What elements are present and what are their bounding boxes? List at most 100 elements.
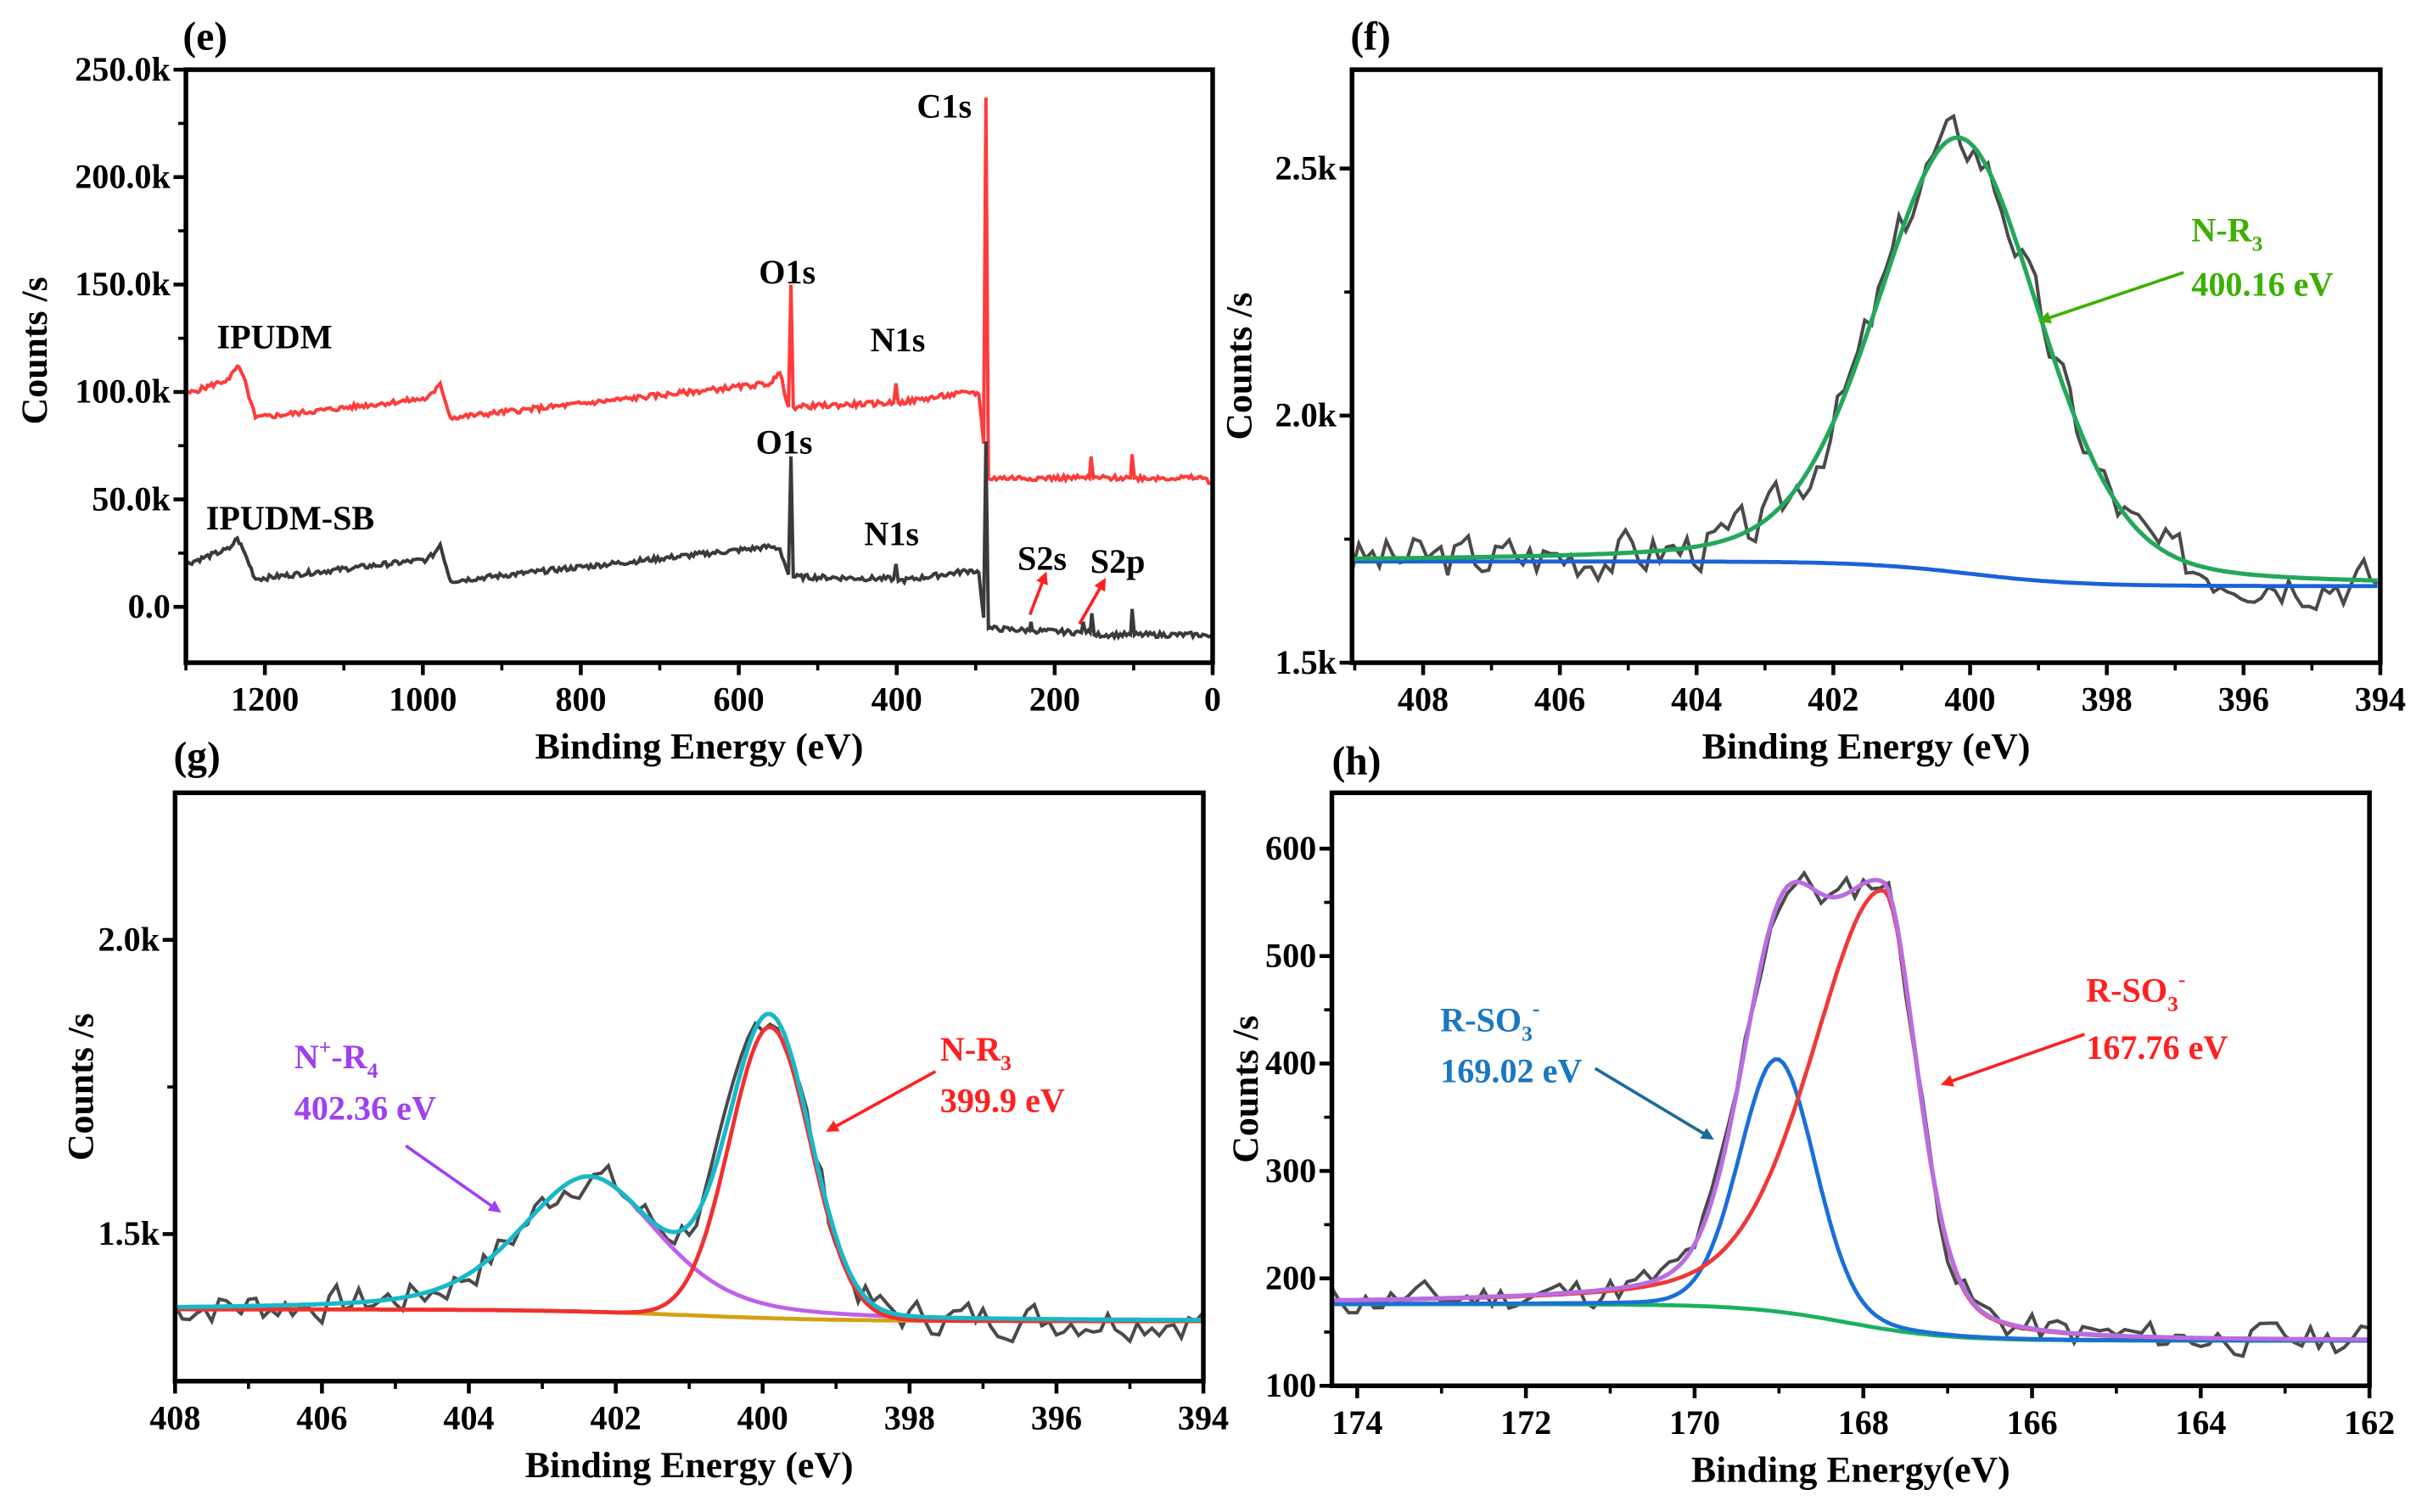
label-n-plus-r4: N+-R4 xyxy=(294,1035,378,1083)
x-tick-label: 406 xyxy=(1534,680,1585,719)
y-tick-label: 100.0k xyxy=(75,372,171,411)
y-tick-label: 250.0k xyxy=(75,50,171,88)
label-rso3-red: R-SO3- xyxy=(2086,966,2185,1016)
y-tick-label: 100 xyxy=(1265,1366,1316,1404)
x-tick-label: 164 xyxy=(2175,1403,2226,1442)
label-rso3-blue-sub: 3 xyxy=(1522,1021,1533,1045)
arrow-n-plus-r4 xyxy=(405,1144,502,1213)
y-tick-label: 1.5k xyxy=(98,1214,160,1252)
raw-data-h xyxy=(1331,870,2370,1358)
y-axis-title: Counts /s xyxy=(1225,1016,1266,1163)
label-n-r3-value: 400.16 eV xyxy=(2191,266,2333,304)
label-n-r3-g-sub: 3 xyxy=(1001,1050,1012,1075)
y-tick-label: 400 xyxy=(1265,1044,1316,1082)
fit-envelope-f xyxy=(1352,135,2378,583)
x-tick-label: 404 xyxy=(1671,680,1722,719)
y-axis-title: Counts /s xyxy=(1219,293,1260,440)
x-tick-label: 162 xyxy=(2344,1403,2395,1442)
y-axis-title: Counts /s xyxy=(61,1013,102,1161)
plot-frame-e xyxy=(183,67,1215,665)
y-tick-label: 500 xyxy=(1265,937,1316,975)
label-n-plus-r4-rest: -R xyxy=(331,1038,367,1076)
arrow-n-r3-g xyxy=(826,1070,937,1132)
label-rso3-red-value: 167.76 eV xyxy=(2086,1028,2228,1067)
panel-label-e: (e) xyxy=(182,14,227,59)
x-axis-title: Binding Energy (eV) xyxy=(1702,726,2031,767)
annotation-c1s: C1s xyxy=(917,87,972,126)
annotation-o1s-ipudm: O1s xyxy=(759,253,816,291)
fit-envelope-g xyxy=(175,1011,1204,1323)
x-tick-label: 172 xyxy=(1500,1403,1551,1442)
x-tick-label: 398 xyxy=(884,1398,935,1436)
raw-data-f xyxy=(1352,113,2379,612)
label-n-r3-g-main: N-R xyxy=(940,1030,1001,1068)
y-tick-label: 0.0 xyxy=(128,587,171,625)
x-tick-label: 406 xyxy=(296,1398,347,1436)
x-tick-label: 408 xyxy=(149,1398,200,1436)
x-tick-label: 1200 xyxy=(231,680,299,719)
annotation-s2s: S2s xyxy=(1017,540,1067,578)
x-tick-label: 394 xyxy=(1178,1398,1229,1436)
x-axis-title: Binding Energy(eV) xyxy=(1691,1449,2010,1490)
arrow-s2s xyxy=(1028,571,1048,616)
y-tick-label: 200.0k xyxy=(75,158,171,196)
y-tick-label: 150.0k xyxy=(75,265,171,303)
raw-data-g xyxy=(175,1020,1204,1345)
x-tick-label: 408 xyxy=(1398,680,1449,719)
label-n-r3: N-R3 xyxy=(2191,211,2262,256)
label-rso3-blue-sup: - xyxy=(1533,996,1540,1021)
x-tick-label: 402 xyxy=(1808,680,1858,719)
plot-area-h xyxy=(1331,870,2370,1358)
panel-f: (f) 408 406 404 402 400 398 396 394 1.5k 2.0k 2.5k… xyxy=(1219,14,2406,767)
label-n-r3-main: N-R xyxy=(2191,211,2252,249)
y-tick-label: 2.0k xyxy=(98,920,160,958)
x-tick-label: 800 xyxy=(555,680,606,719)
label-rso3-blue: R-SO3- xyxy=(1440,996,1539,1045)
x-tick-label: 0 xyxy=(1204,680,1221,719)
label-n-plus-r4-main: N xyxy=(294,1038,319,1076)
x-tick-label: 404 xyxy=(443,1398,494,1436)
legend-ipudm: IPUDM xyxy=(217,318,333,356)
plot-area-e xyxy=(186,97,1213,641)
label-n-r3-g: N-R3 xyxy=(940,1030,1012,1075)
panel-g: (g) 408 406 404 402 400 398 396 394 1.5k 2.0k Bind… xyxy=(61,735,1230,1486)
series-ipudm-sb xyxy=(186,441,1213,641)
plot-frame-h xyxy=(1329,790,2372,1389)
panel-label-g: (g) xyxy=(173,735,220,779)
x-tick-label: 600 xyxy=(713,680,764,719)
series-ipudm xyxy=(186,97,1213,486)
x-tick-label: 174 xyxy=(1331,1403,1382,1442)
x-tick-label: 168 xyxy=(1838,1403,1889,1442)
x-axis-title: Binding Energy (eV) xyxy=(535,726,864,767)
x-tick-label: 398 xyxy=(2082,680,2133,719)
label-rso3-blue-value: 169.02 eV xyxy=(1440,1052,1582,1090)
fit-envelope-h xyxy=(1331,877,2370,1342)
x-tick-label: 394 xyxy=(2355,680,2406,719)
x-tick-label: 170 xyxy=(1669,1403,1720,1442)
arrow-rso3-red xyxy=(1940,1033,2085,1087)
plot-area-g xyxy=(175,1011,1204,1345)
y-tick-label: 1.5k xyxy=(1275,643,1337,681)
fit-component-h-1 xyxy=(1331,888,2370,1342)
x-axis-title: Binding Energy (eV) xyxy=(525,1445,854,1486)
label-rso3-blue-main: R-SO xyxy=(1440,1000,1522,1039)
annotation-n1s-ipudm: N1s xyxy=(871,321,926,359)
panel-e: (e) 1200 1000 800 600 400 200 0 0.0 50.0k 100.0k 1… xyxy=(14,14,1221,767)
x-tick-label: 166 xyxy=(2006,1403,2057,1442)
y-tick-label: 200 xyxy=(1265,1258,1316,1296)
y-tick-label: 50.0k xyxy=(92,479,171,518)
x-tick-label: 1000 xyxy=(389,680,457,719)
y-tick-label: 2.5k xyxy=(1275,148,1337,187)
annotation-s2p: S2p xyxy=(1090,542,1146,580)
baseline-f xyxy=(1352,559,2378,589)
label-rso3-red-sub: 3 xyxy=(2167,992,2178,1016)
plot-frame-f xyxy=(1349,67,2383,665)
arrow-n-r3 xyxy=(2038,271,2184,324)
x-tick-label: 396 xyxy=(1031,1398,1082,1436)
panel-h: (h) 174 172 170 168 166 164 162 100 200 300 400 500… xyxy=(1225,739,2395,1490)
arrow-rso3-blue xyxy=(1594,1067,1714,1140)
label-rso3-red-sup: - xyxy=(2178,966,2186,991)
y-axis-title: Counts /s xyxy=(14,277,55,424)
x-tick-label: 400 xyxy=(872,680,922,719)
